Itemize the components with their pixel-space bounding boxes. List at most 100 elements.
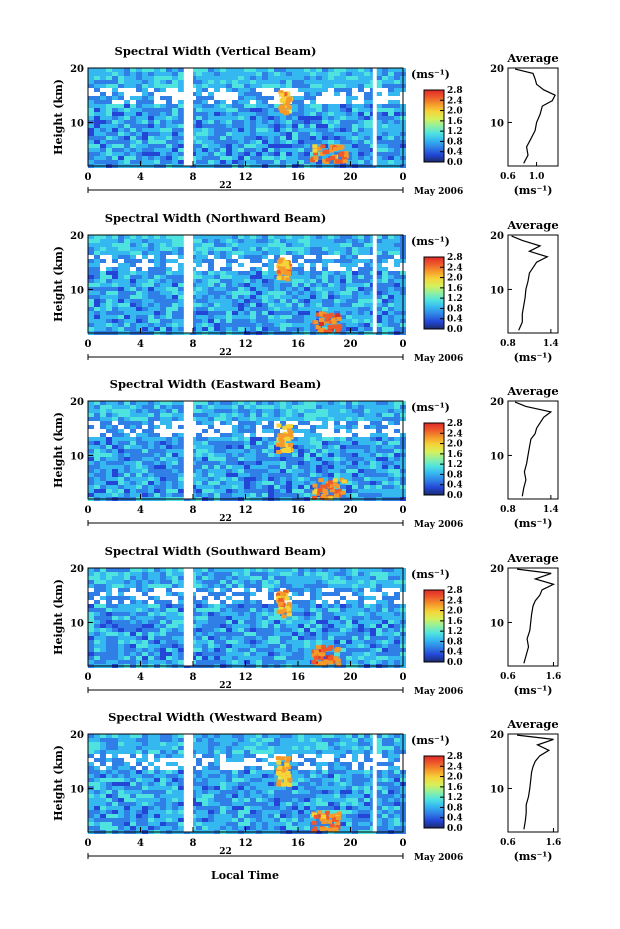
heatmap-cell: [226, 291, 232, 295]
heatmap-cell: [340, 469, 346, 473]
heatmap-cell: [340, 271, 346, 275]
heatmap-cell: [124, 311, 130, 315]
heatmap-cell: [136, 441, 142, 445]
heatmap-cell: [166, 457, 172, 461]
colorbar-tick-label: 0.0: [447, 158, 463, 168]
heatmap-cell: [292, 144, 298, 148]
heatmap-cell: [166, 120, 172, 124]
heatmap-cell: [148, 307, 154, 311]
heatmap-cell: [292, 80, 298, 84]
feature-cell-2: [319, 312, 325, 317]
heatmap-cell: [172, 469, 178, 473]
heatmap-cell: [214, 315, 220, 319]
heatmap-cell: [112, 481, 118, 485]
heatmap-cell: [358, 417, 364, 421]
heatmap-cell: [316, 104, 322, 108]
heatmap-cell: [196, 259, 202, 263]
feature-cell-1: [286, 109, 292, 114]
heatmap-cell: [136, 303, 142, 307]
heatmap-cell: [322, 477, 328, 481]
heatmap-cell: [268, 72, 274, 76]
heatmap-cell: [280, 136, 286, 140]
heatmap-cell: [112, 628, 118, 632]
heatmap-cell: [148, 291, 154, 295]
heatmap-cell: [322, 628, 328, 632]
heatmap-cell: [226, 323, 232, 327]
heatmap-cell: [262, 485, 268, 489]
heatmap-cell: [226, 295, 232, 299]
heatmap-cell: [268, 493, 274, 497]
heatmap-cell: [322, 108, 328, 112]
heatmap-cell: [148, 247, 154, 251]
heatmap-cell: [340, 441, 346, 445]
heatmap-cell: [292, 235, 298, 239]
heatmap-cell: [256, 124, 262, 128]
heatmap-cell: [388, 568, 394, 572]
heatmap-cell: [118, 295, 124, 299]
heatmap-cell: [262, 247, 268, 251]
feature-cell-1: [282, 425, 288, 430]
heatmap-cell: [328, 80, 334, 84]
heatmap-cell: [244, 584, 250, 588]
heatmap-cell: [322, 620, 328, 624]
heatmap-cell: [358, 156, 364, 160]
heatmap-cell: [382, 307, 388, 311]
heatmap-cell: [376, 580, 382, 584]
heatmap-cell: [160, 120, 166, 124]
heatmap-cell: [394, 311, 400, 315]
heatmap-cell: [88, 477, 94, 481]
heatmap-cell: [100, 132, 106, 136]
heatmap-cell: [250, 481, 256, 485]
heatmap-cell: [376, 624, 382, 628]
heatmap-cell: [340, 295, 346, 299]
heatmap-cell: [178, 596, 184, 600]
heatmap-cell: [310, 457, 316, 461]
heatmap-cell: [364, 124, 370, 128]
heatmap-cell: [328, 572, 334, 576]
heatmap-cell: [286, 489, 292, 493]
heatmap-cell: [250, 120, 256, 124]
heatmap-cell: [238, 132, 244, 136]
heatmap-cell: [394, 405, 400, 409]
heatmap-cell: [304, 88, 310, 92]
profile-x-tick-label: 1.0: [529, 172, 545, 182]
heatmap-cell: [106, 604, 112, 608]
x-tick-label: 8: [190, 339, 197, 350]
heatmap-cell: [286, 315, 292, 319]
heatmap-cell: [244, 271, 250, 275]
heatmap-cell: [118, 473, 124, 477]
heatmap-cell: [208, 259, 214, 263]
heatmap-cell: [196, 116, 202, 120]
heatmap-cell: [388, 156, 394, 160]
heatmap-cell: [232, 449, 238, 453]
heatmap-cell: [304, 612, 310, 616]
heatmap-cell: [202, 156, 208, 160]
heatmap-cell: [316, 136, 322, 140]
heatmap-cell: [88, 449, 94, 453]
heatmap-cell: [166, 421, 172, 425]
heatmap-cell: [346, 271, 352, 275]
heatmap-cell: [280, 477, 286, 481]
heatmap-cell: [304, 437, 310, 441]
heatmap-cell: [124, 72, 130, 76]
heatmap-cell: [394, 156, 400, 160]
feature-cell-1: [286, 271, 292, 276]
heatmap-cell: [262, 160, 268, 164]
heatmap-cell: [238, 156, 244, 160]
heatmap-cell: [136, 409, 142, 413]
heatmap-cell: [148, 136, 154, 140]
heatmap-cell: [178, 632, 184, 636]
heatmap-cell: [196, 255, 202, 259]
heatmap-cell: [100, 493, 106, 497]
heatmap-cell: [316, 92, 322, 96]
heatmap-cell: [226, 239, 232, 243]
heatmap-cell: [106, 124, 112, 128]
heatmap-cell: [244, 421, 250, 425]
heatmap-cell: [118, 80, 124, 84]
heatmap-cell: [196, 628, 202, 632]
heatmap-cell: [124, 588, 130, 592]
heatmap-cell: [226, 136, 232, 140]
heatmap-cell: [364, 68, 370, 72]
heatmap-cell: [226, 132, 232, 136]
heatmap-cell: [166, 636, 172, 640]
